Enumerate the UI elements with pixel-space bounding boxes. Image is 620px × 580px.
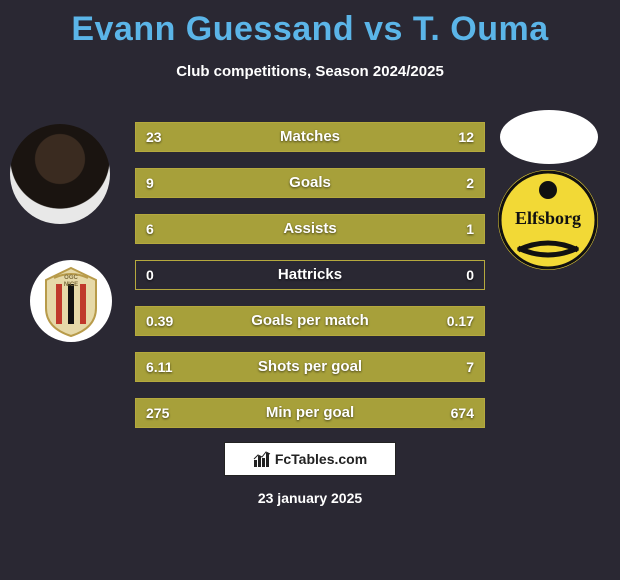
player-right-avatar: [500, 110, 598, 164]
fctables-logo-icon: [253, 450, 271, 468]
club-right-crest-text: Elfsborg: [498, 208, 598, 229]
bar-value-right: 0: [466, 261, 474, 289]
player-left-avatar: [10, 124, 110, 224]
bar-row: 0.39 Goals per match 0.17: [135, 306, 485, 336]
club-left-crest: OGC NICE: [30, 260, 112, 342]
bar-value-right: 12: [458, 123, 474, 151]
bar-label: Min per goal: [136, 399, 484, 427]
svg-text:OGC: OGC: [64, 275, 78, 281]
bar-row: 6.11 Shots per goal 7: [135, 352, 485, 382]
page-title: Evann Guessand vs T. Ouma: [0, 0, 620, 49]
bar-label: Assists: [136, 215, 484, 243]
footer-brand-text: FcTables.com: [275, 451, 367, 467]
bar-row: 275 Min per goal 674: [135, 398, 485, 428]
bar-value-right: 1: [466, 215, 474, 243]
bar-row: 0 Hattricks 0: [135, 260, 485, 290]
bar-row: 6 Assists 1: [135, 214, 485, 244]
footer-brand-badge: FcTables.com: [224, 442, 396, 476]
page-subtitle: Club competitions, Season 2024/2025: [0, 63, 620, 80]
bar-label: Goals per match: [136, 307, 484, 335]
svg-text:NICE: NICE: [64, 282, 78, 288]
bar-value-right: 0.17: [447, 307, 474, 335]
bar-value-right: 7: [466, 353, 474, 381]
bar-label: Matches: [136, 123, 484, 151]
bar-label: Shots per goal: [136, 353, 484, 381]
club-right-crest: Elfsborg: [498, 170, 598, 270]
bar-row: 23 Matches 12: [135, 122, 485, 152]
bar-value-right: 2: [466, 169, 474, 197]
bar-label: Goals: [136, 169, 484, 197]
bar-row: 9 Goals 2: [135, 168, 485, 198]
footer-date: 23 january 2025: [0, 490, 620, 506]
bar-label: Hattricks: [136, 261, 484, 289]
bar-value-right: 674: [451, 399, 474, 427]
comparison-bars: 23 Matches 12 9 Goals 2 6 Assists 1 0 Ha…: [135, 122, 485, 444]
